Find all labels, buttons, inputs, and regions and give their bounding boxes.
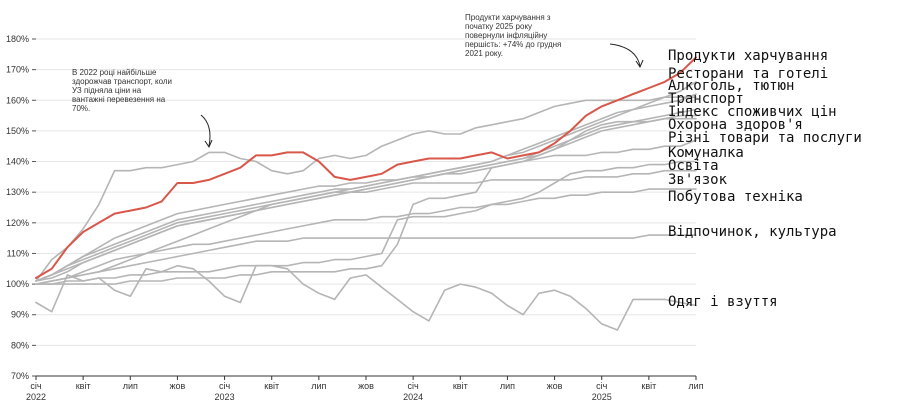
- series-line: [35, 160, 697, 285]
- annotation-text: 2021 року.: [465, 49, 503, 58]
- series-line: [35, 96, 697, 282]
- series-label: Індекс споживчих цін: [668, 104, 837, 120]
- series-label: Охорона здоров'я: [668, 117, 803, 133]
- x-tick-label: лип: [500, 381, 515, 391]
- series-label: Освіта: [668, 158, 719, 174]
- x-tick-label: січ: [30, 381, 41, 391]
- series-line: [35, 114, 697, 282]
- annotation-text: 70%.: [72, 104, 90, 113]
- x-tick-label: квіт: [641, 381, 656, 391]
- y-tick-label: 100%: [6, 279, 29, 289]
- series-line: [35, 117, 697, 282]
- series-line: [35, 188, 697, 285]
- annotation-arrow: [609, 43, 641, 67]
- x-tick-label: жов: [547, 381, 563, 391]
- series-label: Комуналка: [668, 145, 744, 161]
- series-label: Відпочинок, культура: [668, 224, 837, 240]
- series-label: Різні товари та послуги: [668, 130, 862, 146]
- series-line: [35, 264, 697, 331]
- x-tick-label: лип: [311, 381, 326, 391]
- series-line: [35, 139, 697, 285]
- series-line: [35, 234, 697, 285]
- y-tick-label: 170%: [6, 65, 29, 75]
- series-line: [35, 56, 697, 279]
- axes: 70% 80% 90% 100% 110% 120% 130% 140% 150% 160% 170…: [6, 34, 704, 402]
- series-lines: [35, 56, 697, 331]
- series-label: Одяг і взуття: [668, 294, 778, 310]
- y-tick-label: 160%: [6, 95, 29, 105]
- y-tick-label: 70%: [11, 371, 29, 381]
- x-tick-label: жов: [358, 381, 374, 391]
- annotation-arrow: [200, 114, 211, 147]
- x-tick-label: квіт: [453, 381, 468, 391]
- x-year-label: 2024: [403, 392, 423, 402]
- series-label: Побутова техніка: [668, 189, 803, 205]
- x-year-label: 2022: [26, 392, 46, 402]
- annotation-text: початку 2025 року: [465, 22, 532, 31]
- series-label: Ресторани та готелі: [668, 66, 828, 82]
- series-label: Транспорт: [668, 91, 744, 107]
- annotation-text: повернули інфляційну: [465, 31, 547, 40]
- arrowhead: [635, 59, 644, 69]
- y-tick-label: 110%: [7, 248, 29, 258]
- x-tick-label: лип: [123, 381, 138, 391]
- annotation-text: Продукти харчування з: [465, 13, 551, 22]
- y-tick-label: 90%: [11, 310, 29, 320]
- series-line: [35, 81, 697, 282]
- y-tick-label: 140%: [6, 157, 29, 167]
- y-tick-label: 180%: [6, 34, 29, 44]
- series-labels: Продукти харчування Ресторани та готеліАл…: [668, 48, 862, 310]
- annotation-text: В 2022 році найбільше: [72, 68, 157, 77]
- annotation-text: здорожчав транспорт, коли: [72, 77, 172, 86]
- y-tick-label: 150%: [6, 126, 29, 136]
- series-line: [35, 169, 697, 285]
- y-tick-label: 80%: [11, 340, 29, 350]
- annotation-text: першість: +74% до грудня: [465, 40, 561, 49]
- arrowhead: [204, 139, 213, 149]
- y-tick-label: 130%: [6, 187, 29, 197]
- series-label: Зв'язок: [668, 172, 728, 188]
- x-year-label: 2023: [215, 392, 235, 402]
- x-tick-label: січ: [219, 381, 230, 391]
- annotation-text: вантажні перевезення на: [72, 95, 166, 104]
- x-tick-label: квіт: [76, 381, 91, 391]
- x-year-label: 2025: [592, 392, 612, 402]
- annotation-text: УЗ підняла ціни на: [72, 86, 142, 95]
- y-tick-label: 120%: [6, 218, 29, 228]
- x-tick-label: січ: [596, 381, 607, 391]
- x-tick-label: квіт: [264, 381, 279, 391]
- series-label: Продукти харчування: [668, 48, 828, 64]
- x-tick-label: лип: [688, 381, 703, 391]
- series-line: [35, 93, 697, 282]
- x-tick-label: січ: [408, 381, 419, 391]
- series-label: Алкоголь, тютюн: [668, 78, 794, 94]
- x-tick-label: жов: [170, 381, 186, 391]
